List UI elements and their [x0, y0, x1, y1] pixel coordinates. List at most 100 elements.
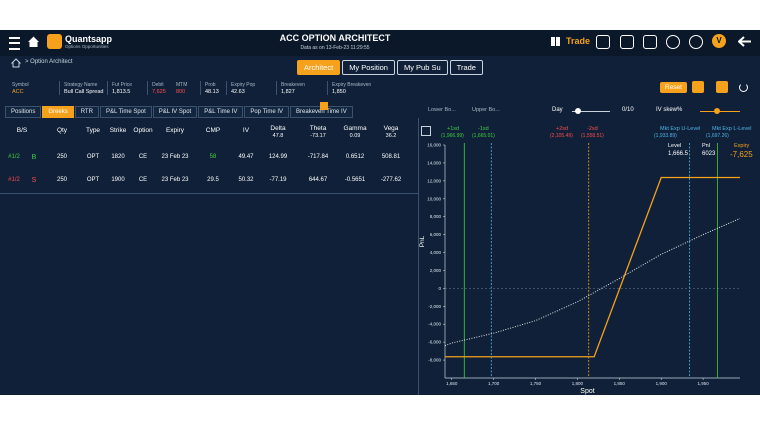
table-cell: CE [138, 154, 148, 160]
summary-divider [200, 81, 201, 95]
column-header: CMP [205, 127, 221, 134]
toolbar-icon[interactable] [620, 35, 634, 49]
grid-icon[interactable] [551, 37, 560, 46]
table-cell: 250 [56, 177, 68, 183]
save-button[interactable] [692, 81, 704, 93]
summary-label: Expiry Pop [231, 82, 256, 88]
info-label: Pnl [702, 143, 710, 149]
column-header: IV [242, 127, 250, 134]
leg-id: #1/2 [8, 154, 20, 160]
page-title: ACC OPTION ARCHITECT [279, 33, 391, 43]
info-label: Expiry [734, 143, 750, 149]
table-cell: 49.47 [238, 154, 254, 160]
summary-value: ACC [12, 89, 24, 95]
table-cell: 29.5 [207, 177, 219, 183]
home-icon[interactable] [27, 35, 40, 48]
reset-button[interactable]: Reset [660, 82, 687, 93]
column-header: Qty [56, 127, 68, 134]
summary-divider [147, 81, 148, 95]
summary-label: Symbol [12, 82, 29, 88]
brand: Quantsapp [65, 34, 113, 44]
tab[interactable]: My Position [342, 60, 395, 75]
summary-divider [327, 81, 328, 95]
toolbar-icon[interactable] [596, 35, 610, 49]
header-bar: Quantsapp Options Opportunities ACC OPTI… [0, 30, 760, 56]
column-header: Delta [270, 125, 286, 132]
summary-divider [59, 81, 60, 95]
summary-value: 1,813.5 [112, 89, 131, 95]
menu-icon[interactable] [9, 37, 20, 50]
alert-button[interactable] [716, 81, 728, 93]
info-value: 1,666.5 [668, 151, 689, 157]
legend-value: (1,966.99) [441, 133, 464, 139]
subtab[interactable]: P&L Time IV [198, 106, 244, 118]
legend-label: -2sd [587, 126, 598, 132]
subtab[interactable]: P&L Time Spot [99, 106, 152, 118]
share-icon[interactable] [689, 35, 703, 49]
table-cell: -0.5651 [344, 177, 366, 183]
legend-value: (1,665.01) [472, 133, 495, 139]
summary-divider [226, 81, 227, 95]
column-header: Theta [309, 125, 327, 132]
toolbar-icon[interactable] [666, 35, 680, 49]
table-cell: -717.84 [307, 154, 329, 160]
back-icon[interactable] [738, 35, 752, 48]
subtab[interactable]: Greeks [42, 106, 74, 118]
day-slider[interactable] [572, 108, 610, 114]
summary-value: 800 [176, 89, 186, 95]
column-total: 36.2 [385, 133, 397, 139]
toolbar-icon[interactable] [643, 35, 657, 49]
table-cell: 644.67 [308, 177, 328, 183]
table-cell: 250 [56, 154, 68, 160]
summary-label: Debit [152, 82, 164, 88]
info-box: Level 1,666.5 Pnl 6023 Expiry -7,625 [662, 143, 757, 163]
subtab[interactable]: Positions [5, 106, 42, 118]
table-cell: 50.32 [238, 177, 254, 183]
summary-label: Strategy Name [64, 82, 98, 88]
brand-tag: Options Opportunities [65, 44, 109, 49]
breadcrumb: > Option Architect [25, 59, 73, 65]
column-header: B/S [16, 127, 28, 134]
subtab[interactable]: Pop Time IV [244, 106, 290, 118]
column-header: Option [133, 127, 153, 134]
legend-label: +2sd [556, 126, 569, 132]
column-header: Expiry [165, 127, 185, 134]
table-icon[interactable] [421, 126, 431, 136]
legend-value: (1,558.51) [581, 133, 604, 139]
legend-label: Mkt Exp L-Level [712, 126, 752, 132]
table-cell: 58 [209, 154, 217, 160]
brand-logo [47, 34, 62, 49]
refresh-button[interactable] [739, 83, 748, 92]
avatar[interactable]: V [712, 34, 726, 48]
summary-divider [107, 81, 108, 95]
table-cell: OPT [86, 177, 100, 183]
tab[interactable]: Trade [449, 60, 483, 75]
table-cell: -277.62 [380, 177, 402, 183]
upper-bound[interactable]: Upper Bo... [472, 107, 500, 113]
summary-divider [276, 81, 277, 95]
table-divider [0, 193, 418, 194]
trade-link[interactable]: Trade [566, 36, 591, 46]
column-total: 47.8 [272, 133, 284, 139]
subtabs: Positions Greeks RTR P&L Time Spot P&L IV Sp… [5, 100, 354, 118]
settings-icon[interactable] [320, 102, 328, 110]
table-cell: 508.81 [381, 154, 401, 160]
tab[interactable]: Architect [297, 60, 341, 75]
lower-bound[interactable]: Lower Bo... [428, 107, 456, 113]
iv-skew-label: IV skew% [656, 107, 683, 113]
home-icon[interactable] [11, 58, 21, 68]
day-label: Day [552, 107, 563, 113]
info-value: -7,625 [730, 150, 753, 159]
legend-value: (2,105.49) [550, 133, 573, 139]
summary-value: 7,625 [152, 89, 166, 95]
tab[interactable]: My Pub Su [396, 60, 448, 75]
table-cell: CE [138, 177, 148, 183]
column-header: Vega [383, 125, 399, 132]
subtab[interactable]: RTR [74, 106, 99, 118]
subtab[interactable]: P&L IV Spot [152, 106, 198, 118]
summary-value: 42.63 [231, 89, 245, 95]
page-subtitle: Data as on 13-Feb-23 11:29:55 [300, 45, 370, 51]
iv-skew-slider[interactable] [700, 108, 740, 114]
legend-label: +1sd [447, 126, 460, 132]
table-cell: S [31, 177, 37, 184]
